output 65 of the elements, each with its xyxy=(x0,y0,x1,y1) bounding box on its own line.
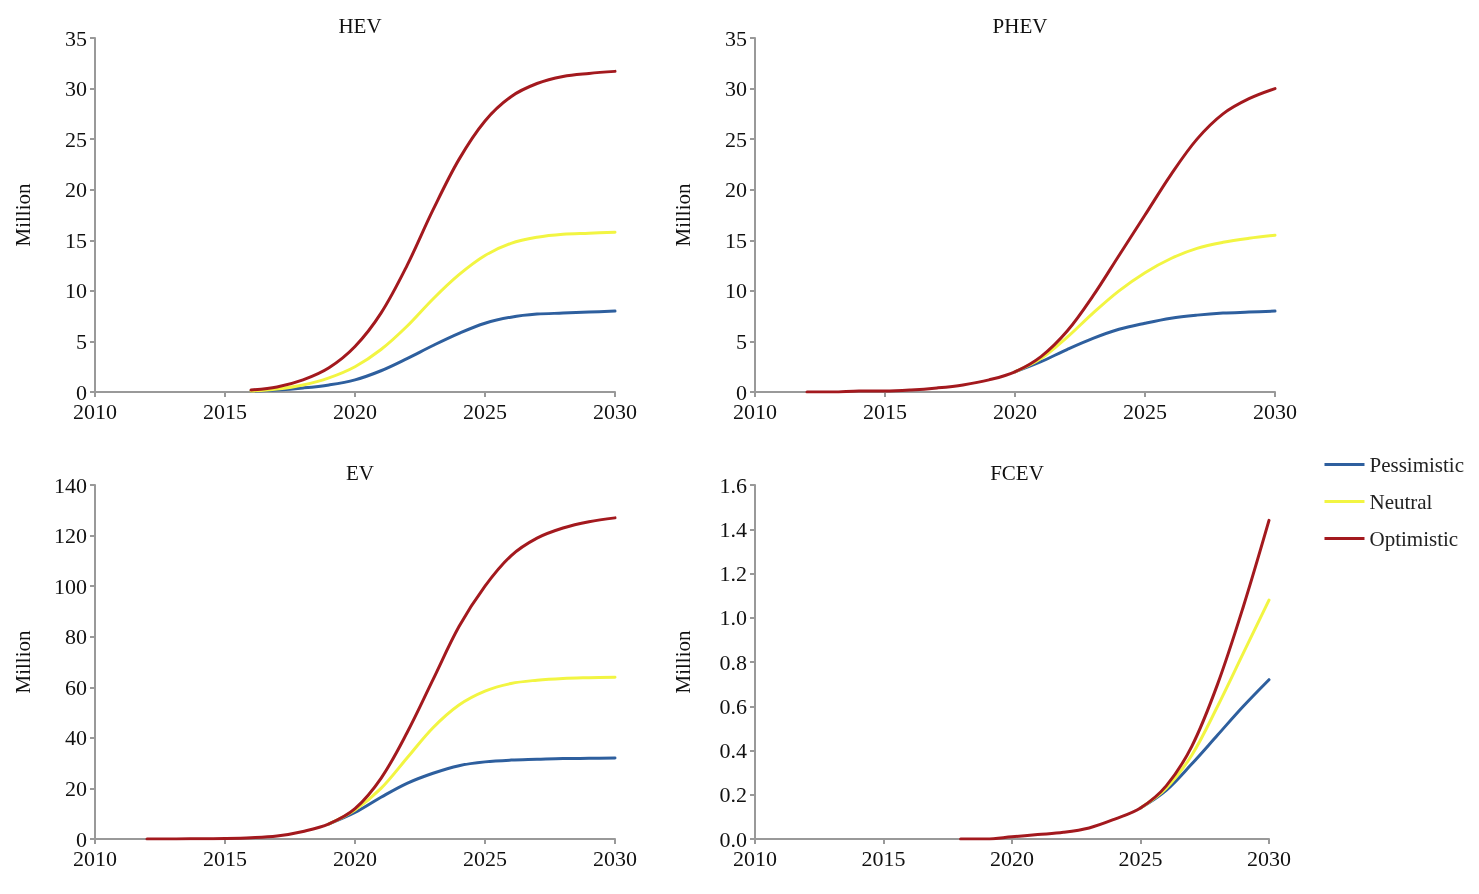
chart-title: EV xyxy=(346,460,374,485)
y-tick-label: 140 xyxy=(54,472,87,498)
legend-label: Neutral xyxy=(1369,489,1433,514)
chart-title: HEV xyxy=(338,13,382,38)
x-tick-label: 2025 xyxy=(463,845,507,871)
x-tick-label: 2030 xyxy=(1247,845,1291,871)
y-axis-title: Million xyxy=(10,630,35,694)
y-tick-label: 30 xyxy=(725,76,747,102)
x-tick-label: 2015 xyxy=(203,845,247,871)
line-series xyxy=(805,87,1277,394)
y-tick-label: 1.0 xyxy=(719,605,747,631)
y-tick-label: 80 xyxy=(65,624,87,650)
y-tick-label: 0.4 xyxy=(719,738,747,763)
x-tick-label: 2025 xyxy=(1118,845,1163,871)
y-tick-label: 0 xyxy=(76,826,87,852)
x-tick-label: 2030 xyxy=(593,398,637,424)
y-tick-label: 35 xyxy=(65,25,87,51)
x-tick-label: 2025 xyxy=(463,398,507,424)
y-tick-label: 0.0 xyxy=(719,826,747,852)
y-tick-label: 15 xyxy=(725,227,747,253)
x-tick-label: 2015 xyxy=(861,845,906,871)
y-tick-label: 15 xyxy=(65,227,87,253)
y-tick-label: 10 xyxy=(65,278,87,304)
x-tick-label: 2030 xyxy=(593,845,637,871)
y-tick-label: 35 xyxy=(725,25,747,51)
x-tick-label: 2015 xyxy=(203,398,247,424)
x-tick-label: 2025 xyxy=(1123,398,1167,424)
y-axis-title: Million xyxy=(10,183,35,247)
x-tick-label: 2020 xyxy=(990,845,1034,871)
x-tick-label: 2020 xyxy=(333,845,377,871)
line-series xyxy=(145,516,617,841)
y-tick-label: 20 xyxy=(65,177,87,203)
chart-title: PHEV xyxy=(992,13,1048,38)
y-tick-label: 0.8 xyxy=(719,649,747,675)
x-tick-label: 2015 xyxy=(863,398,907,424)
line-series xyxy=(959,518,1271,841)
y-tick-label: 100 xyxy=(54,573,87,599)
y-tick-label: 0.2 xyxy=(719,782,747,808)
y-tick-label: 0 xyxy=(736,379,747,405)
y-tick-label: 120 xyxy=(54,523,87,549)
y-tick-label: 5 xyxy=(76,328,87,354)
y-axis-title: Million xyxy=(670,183,695,247)
y-tick-label: 20 xyxy=(65,775,87,801)
legend-label: Pessimistic xyxy=(1369,452,1465,477)
line-series xyxy=(249,69,617,392)
y-tick-label: 25 xyxy=(65,126,87,152)
y-tick-label: 40 xyxy=(65,725,87,751)
y-tick-label: 60 xyxy=(65,674,87,700)
y-tick-label: 1.4 xyxy=(719,516,747,542)
x-tick-label: 2020 xyxy=(993,398,1037,424)
x-tick-label: 2030 xyxy=(1253,398,1297,424)
y-tick-label: 0 xyxy=(76,379,87,405)
y-tick-label: 1.6 xyxy=(719,472,747,498)
y-tick-label: 1.2 xyxy=(719,561,747,586)
x-tick-label: 2020 xyxy=(333,398,377,424)
y-tick-label: 30 xyxy=(65,76,87,102)
line-series xyxy=(249,230,617,393)
y-tick-label: 0.6 xyxy=(719,693,747,719)
y-tick-label: 10 xyxy=(725,278,747,304)
y-axis-title: Million xyxy=(670,630,695,694)
y-tick-label: 25 xyxy=(725,126,747,152)
y-tick-label: 5 xyxy=(736,328,747,354)
y-tick-label: 20 xyxy=(725,177,747,203)
chart-title: FCEV xyxy=(990,460,1044,485)
legend-label: Optimistic xyxy=(1369,526,1459,551)
